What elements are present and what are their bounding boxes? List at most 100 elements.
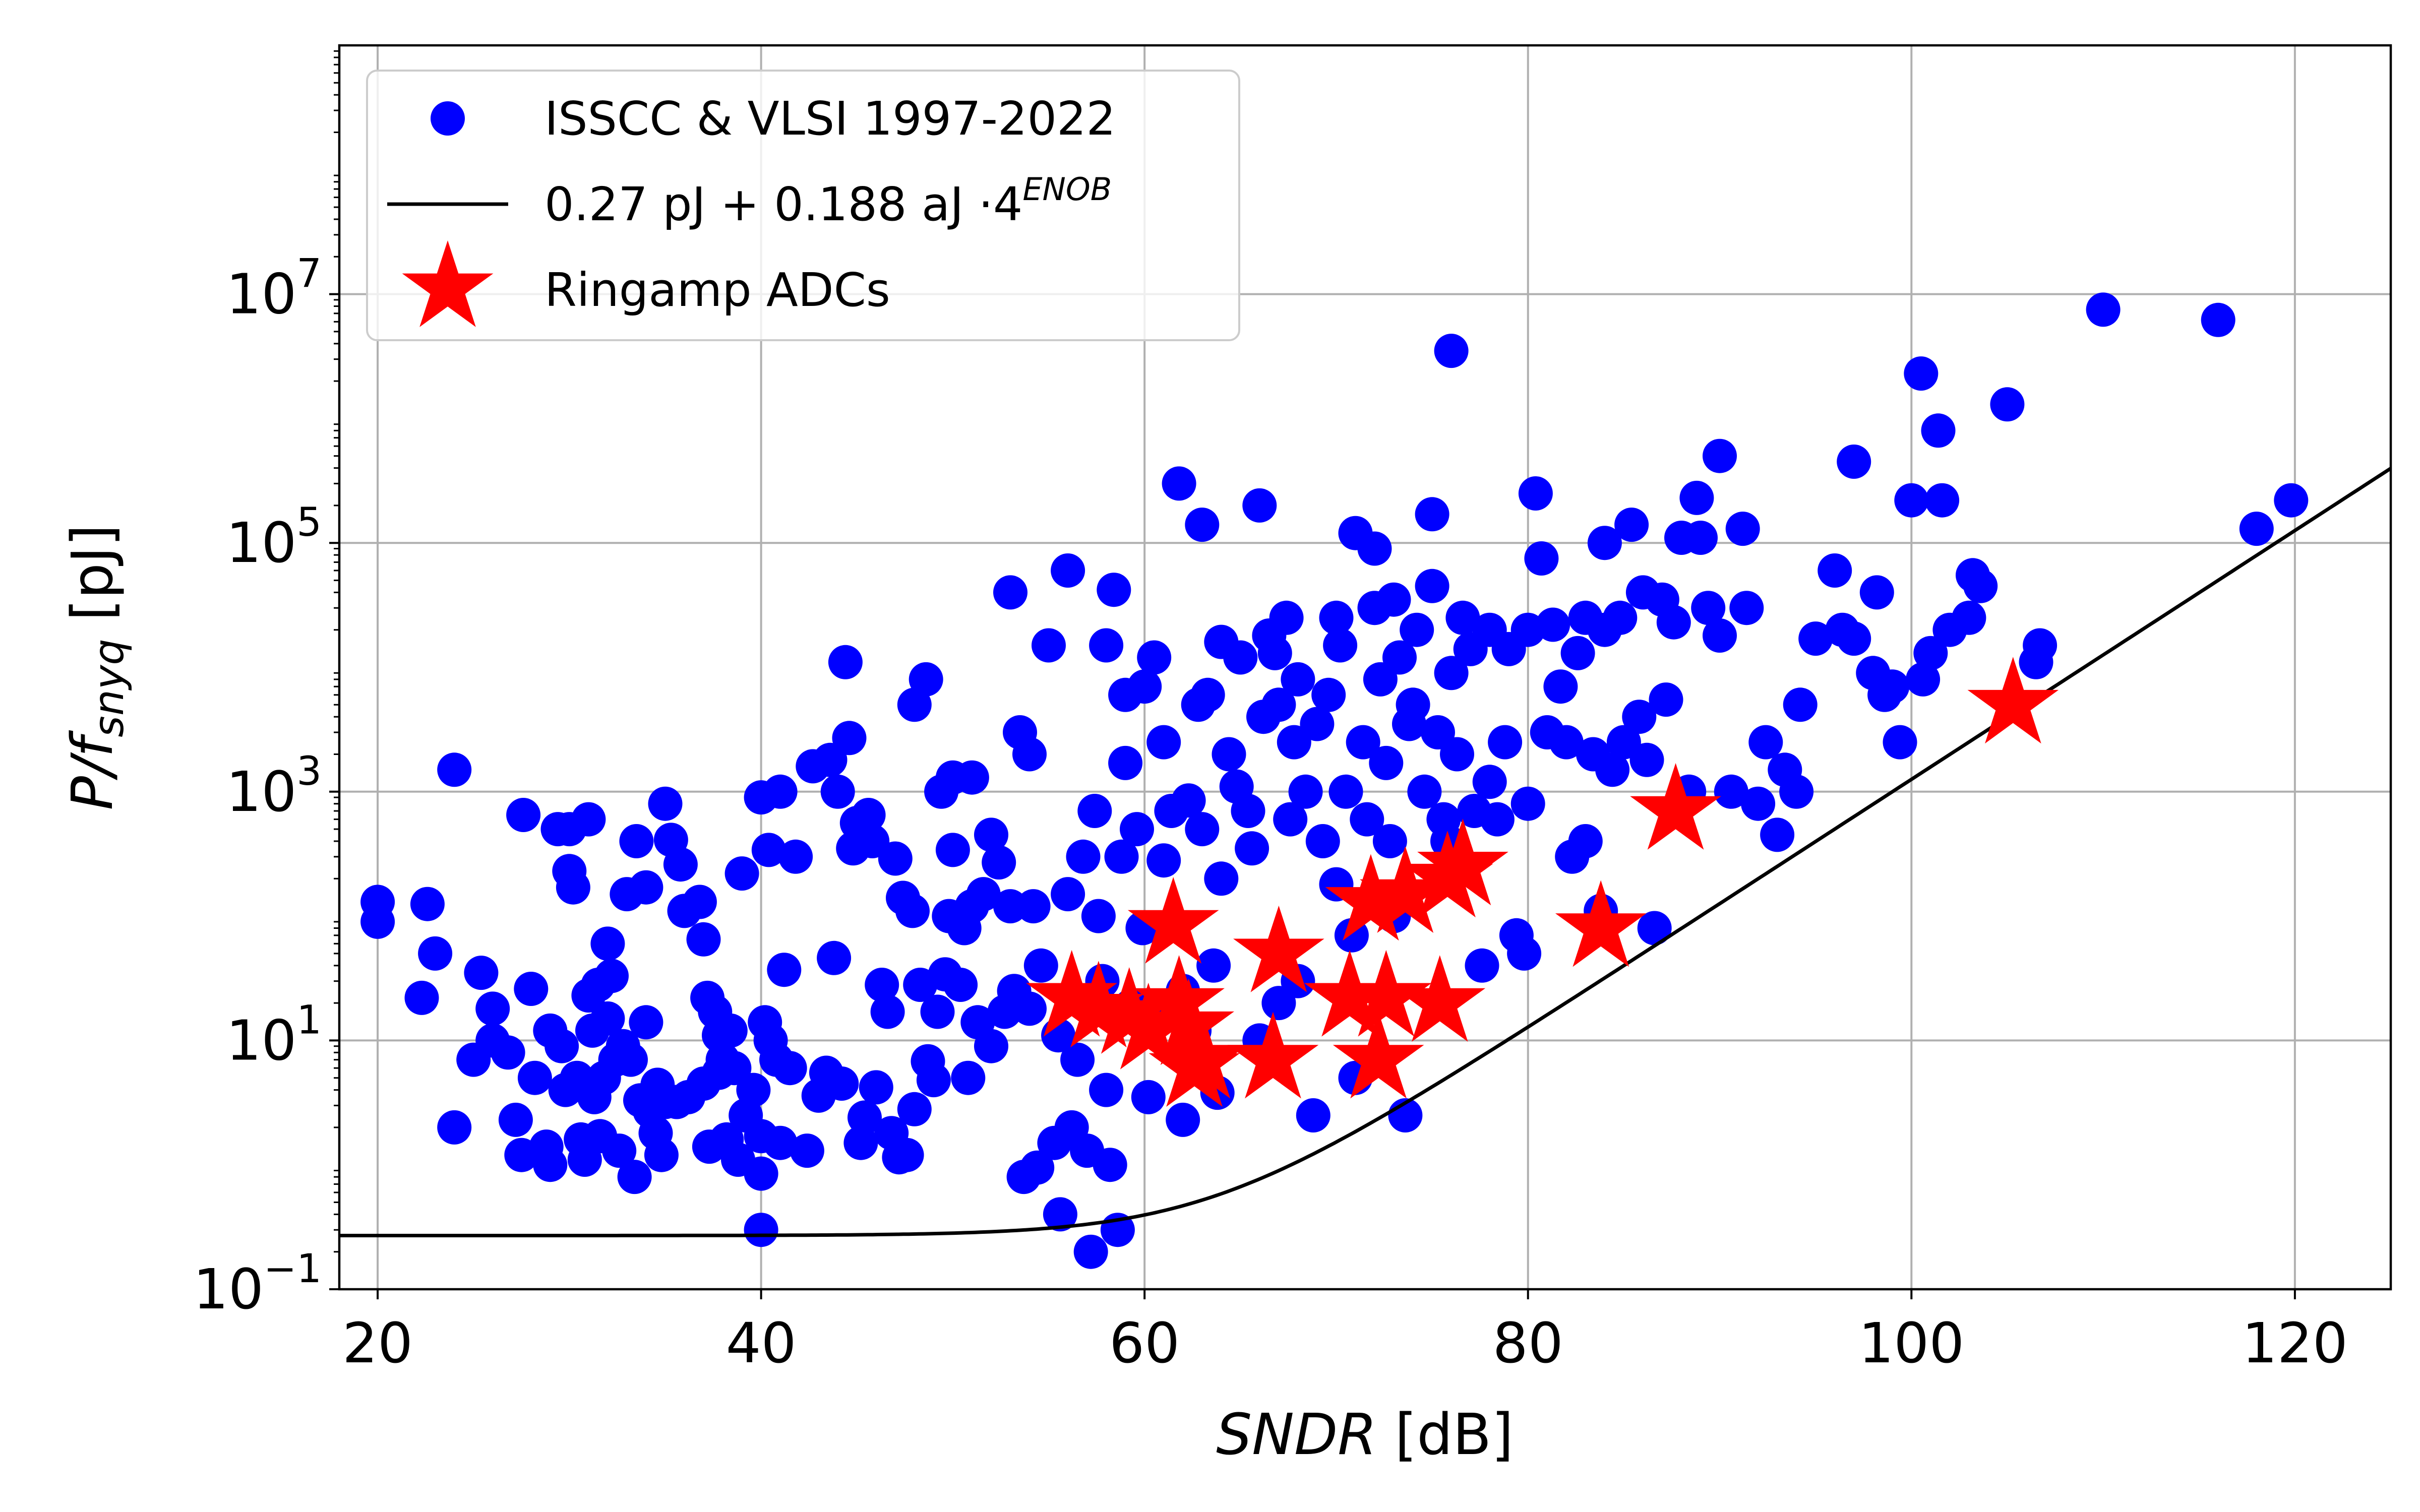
data-point	[843, 1125, 878, 1160]
data-point	[360, 904, 395, 939]
data-point	[870, 994, 905, 1029]
data-point	[1622, 700, 1657, 734]
ringamp-star-point	[1227, 1012, 1319, 1099]
data-point	[1560, 636, 1595, 670]
y-tick-exponent: 7	[296, 251, 322, 297]
data-point	[1415, 497, 1449, 532]
x-tick-label: 120	[2242, 1311, 2348, 1375]
ringamp-star-point	[1630, 763, 1721, 850]
ringamp-star-point	[1417, 818, 1508, 906]
data-point	[1629, 742, 1664, 777]
data-point	[974, 1029, 1008, 1063]
data-point	[744, 1156, 778, 1191]
data-point	[943, 968, 978, 1002]
data-point	[491, 1035, 525, 1070]
data-point	[1415, 569, 1449, 603]
data-point	[1798, 621, 1833, 656]
data-point	[724, 856, 759, 891]
data-point	[1480, 802, 1515, 837]
data-point	[1077, 794, 1112, 828]
plot-frame	[338, 44, 2392, 1291]
data-point	[1016, 889, 1051, 924]
data-point	[1166, 1102, 1200, 1137]
data-layer	[339, 292, 2391, 1269]
data-point	[1779, 774, 1814, 809]
data-point	[1288, 774, 1323, 809]
data-point	[1656, 605, 1691, 640]
data-point	[1921, 413, 1956, 448]
data-point	[1357, 531, 1392, 566]
data-point	[2239, 512, 2274, 546]
data-point	[629, 870, 663, 905]
x-axis-title-unit: [dB]	[1377, 1402, 1514, 1468]
data-point	[498, 1102, 533, 1137]
y-tick-base: 10	[226, 511, 296, 575]
data-point	[966, 877, 1001, 912]
legend: ISSCC & VLSI 1997-2022 0.27 pJ + 0.188 a…	[366, 70, 1240, 341]
data-point	[464, 956, 499, 990]
data-point	[1407, 774, 1442, 809]
y-tick-base: 10	[193, 1257, 264, 1321]
legend-label-isscc: ISSCC & VLSI 1997-2022	[544, 92, 1116, 146]
data-point	[533, 1148, 568, 1182]
data-point	[594, 959, 629, 993]
ringamp-star-point	[1555, 880, 1647, 967]
data-point	[1963, 569, 1998, 603]
data-point	[602, 1133, 637, 1168]
data-point	[1346, 725, 1380, 760]
data-point	[951, 1060, 986, 1095]
data-point	[619, 824, 654, 858]
ringamp-star-point	[1333, 1012, 1424, 1099]
data-point	[1603, 600, 1638, 635]
data-point	[2274, 483, 2309, 518]
data-point	[617, 1160, 652, 1194]
y-axis-title-unit: [pJ]	[60, 524, 126, 639]
data-point	[1043, 1197, 1077, 1232]
data-point	[1051, 877, 1085, 912]
data-point	[475, 991, 510, 1026]
data-point	[644, 1138, 679, 1172]
legend-circle-marker	[431, 101, 465, 136]
data-point	[772, 1051, 807, 1086]
data-point	[1242, 488, 1277, 523]
y-axis-title-sub: snyq	[85, 639, 133, 737]
ringamp-star-point	[1967, 657, 2059, 744]
data-point	[1510, 786, 1545, 821]
data-point	[1714, 774, 1748, 809]
x-axis-title: SNDR [dB]	[1216, 1402, 1514, 1468]
data-point	[1524, 541, 1559, 576]
data-point	[859, 1070, 893, 1105]
data-point	[1837, 621, 1871, 656]
plot-area	[339, 292, 2391, 1269]
data-point	[1281, 662, 1315, 697]
data-point	[1760, 817, 1795, 852]
data-point	[1440, 737, 1474, 772]
data-point	[544, 1029, 579, 1063]
data-point	[1748, 725, 1783, 760]
data-point	[1396, 687, 1430, 722]
data-point	[614, 1042, 648, 1077]
data-point	[1146, 725, 1181, 760]
ringamp-star-point	[1127, 877, 1219, 964]
data-point	[1073, 1234, 1108, 1269]
data-point	[1894, 483, 1929, 518]
data-point	[1925, 483, 1960, 518]
legend-label-model-text: 0.27 pJ + 0.188 aJ ·4	[544, 177, 1022, 231]
data-point	[1196, 948, 1231, 983]
y-tick-base: 10	[226, 262, 296, 327]
data-point	[1883, 725, 1917, 760]
y-tick-exponent: 1	[296, 997, 322, 1043]
data-point	[437, 1110, 472, 1145]
data-point	[517, 1060, 552, 1095]
data-point	[954, 760, 989, 795]
data-point	[1319, 600, 1354, 635]
data-point	[1595, 752, 1630, 787]
data-point	[1703, 438, 1737, 473]
data-point	[1904, 356, 1939, 391]
data-point	[744, 1213, 778, 1247]
data-point	[1637, 911, 1672, 946]
data-point	[1369, 745, 1404, 780]
legend-label-model-sup: ENOB	[1022, 171, 1112, 208]
data-point	[1097, 573, 1131, 607]
data-point	[1649, 682, 1683, 717]
